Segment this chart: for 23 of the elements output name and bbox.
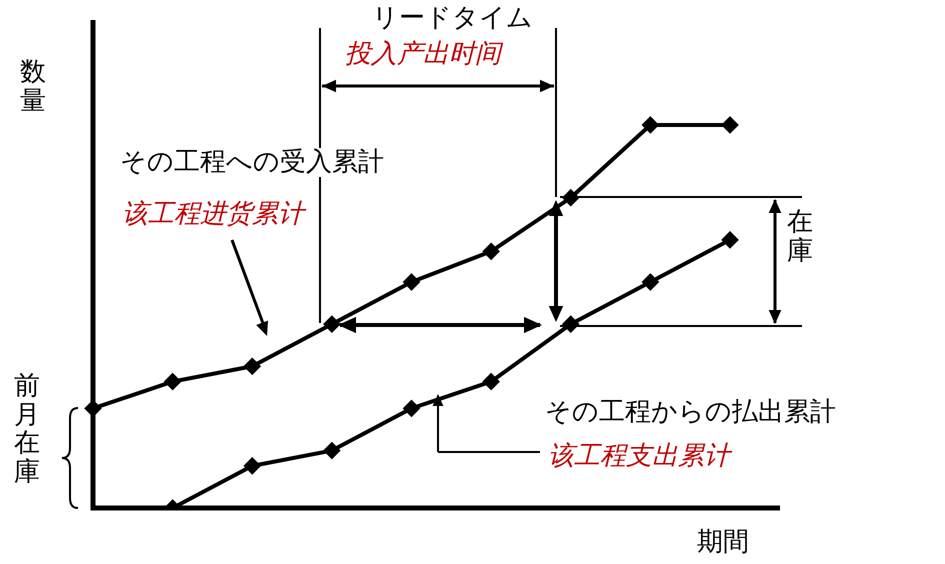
text: 前月在庫 xyxy=(12,371,42,487)
point xyxy=(404,274,420,290)
point xyxy=(244,458,260,474)
point xyxy=(404,400,420,416)
y-axis-title: 数量 xyxy=(18,57,48,116)
point xyxy=(722,232,738,248)
point xyxy=(324,316,340,332)
text: 投入产出时间 xyxy=(345,39,501,69)
text: リードタイム xyxy=(372,3,533,33)
x-axis-title: 期間 xyxy=(697,527,749,557)
point xyxy=(483,243,500,260)
annotation: その工程からの払出累計 xyxy=(545,397,836,427)
point xyxy=(483,374,500,390)
point xyxy=(164,374,181,390)
annotation: 该工程支出累计 xyxy=(548,441,730,471)
annotation: 该工程进货累计 xyxy=(122,199,304,229)
annotation: その工程への受入累計 xyxy=(120,147,384,177)
point xyxy=(642,116,658,133)
point xyxy=(244,358,260,374)
text: 在庫 xyxy=(785,207,815,266)
point xyxy=(324,442,340,459)
point xyxy=(722,116,738,133)
point xyxy=(642,274,658,290)
